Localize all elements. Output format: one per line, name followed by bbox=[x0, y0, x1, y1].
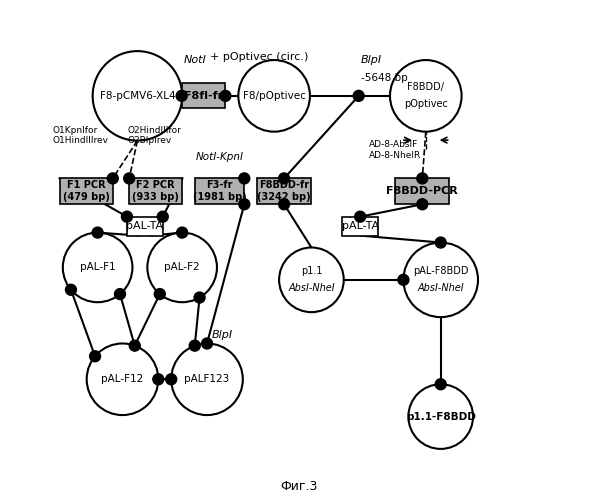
Text: pAL-F8BDD: pAL-F8BDD bbox=[413, 266, 468, 276]
Circle shape bbox=[63, 232, 132, 302]
Circle shape bbox=[279, 173, 289, 184]
Circle shape bbox=[93, 51, 182, 141]
Circle shape bbox=[398, 274, 409, 285]
Text: NotI-KpnI: NotI-KpnI bbox=[196, 152, 243, 162]
Text: (479 bp): (479 bp) bbox=[63, 192, 109, 202]
Circle shape bbox=[154, 288, 165, 300]
Text: F2 PCR: F2 PCR bbox=[136, 180, 175, 190]
Circle shape bbox=[353, 90, 364, 102]
Circle shape bbox=[129, 340, 140, 351]
FancyBboxPatch shape bbox=[395, 178, 449, 204]
FancyBboxPatch shape bbox=[182, 84, 225, 108]
Circle shape bbox=[121, 211, 132, 222]
Text: O1KpnIfor
O1HindIIIrev: O1KpnIfor O1HindIIIrev bbox=[53, 126, 109, 146]
FancyBboxPatch shape bbox=[258, 178, 311, 204]
Text: NotI: NotI bbox=[183, 55, 206, 65]
Circle shape bbox=[355, 211, 365, 222]
Circle shape bbox=[239, 173, 250, 184]
Text: pOptivec: pOptivec bbox=[404, 100, 448, 110]
Text: Фиг.3: Фиг.3 bbox=[280, 480, 318, 492]
Circle shape bbox=[176, 227, 188, 238]
Text: (1981 bp): (1981 bp) bbox=[193, 192, 246, 202]
FancyBboxPatch shape bbox=[129, 178, 182, 204]
Circle shape bbox=[202, 338, 212, 349]
Text: AbsI-NheI: AbsI-NheI bbox=[288, 284, 335, 294]
Text: F8-pCMV6-XL4: F8-pCMV6-XL4 bbox=[100, 91, 175, 101]
Text: pAL-F12: pAL-F12 bbox=[102, 374, 144, 384]
Text: F3-fr: F3-fr bbox=[206, 180, 233, 190]
Text: p1.1-F8BDD: p1.1-F8BDD bbox=[406, 412, 475, 422]
Text: F8fl-fr: F8fl-fr bbox=[184, 91, 223, 101]
Circle shape bbox=[87, 344, 158, 415]
Circle shape bbox=[166, 374, 176, 384]
Text: BlpI: BlpI bbox=[361, 55, 382, 65]
Text: BlpI: BlpI bbox=[212, 330, 233, 340]
Circle shape bbox=[220, 90, 231, 102]
Text: AbsI-NheI: AbsI-NheI bbox=[417, 284, 464, 294]
Circle shape bbox=[157, 211, 168, 222]
Text: pALF123: pALF123 bbox=[184, 374, 230, 384]
Circle shape bbox=[417, 199, 428, 209]
Circle shape bbox=[404, 242, 478, 317]
Text: pAL-F2: pAL-F2 bbox=[164, 262, 200, 272]
Circle shape bbox=[435, 237, 446, 248]
Text: F8BDD/: F8BDD/ bbox=[407, 82, 444, 92]
Circle shape bbox=[239, 199, 250, 209]
Circle shape bbox=[90, 351, 100, 362]
Text: F1 PCR: F1 PCR bbox=[67, 180, 105, 190]
Text: pAL-F1: pAL-F1 bbox=[80, 262, 115, 272]
Circle shape bbox=[66, 284, 77, 295]
Circle shape bbox=[390, 60, 462, 132]
FancyBboxPatch shape bbox=[127, 216, 163, 236]
Text: (933 bp): (933 bp) bbox=[132, 192, 179, 202]
Text: -5648 bp: -5648 bp bbox=[361, 73, 408, 83]
Circle shape bbox=[92, 227, 103, 238]
Circle shape bbox=[107, 173, 118, 184]
Text: F8BDD-fr: F8BDD-fr bbox=[259, 180, 309, 190]
Circle shape bbox=[417, 173, 428, 184]
Circle shape bbox=[408, 384, 473, 449]
Circle shape bbox=[239, 60, 310, 132]
FancyBboxPatch shape bbox=[60, 178, 113, 204]
Text: O2HindIIIfor
O2BlpIrev: O2HindIIIfor O2BlpIrev bbox=[127, 126, 181, 146]
FancyBboxPatch shape bbox=[194, 178, 245, 204]
Circle shape bbox=[115, 288, 126, 300]
Circle shape bbox=[171, 344, 243, 415]
Text: p1.1: p1.1 bbox=[301, 266, 322, 276]
Text: + pOptivec (circ.): + pOptivec (circ.) bbox=[210, 52, 309, 62]
Circle shape bbox=[279, 248, 344, 312]
Circle shape bbox=[194, 292, 205, 303]
Text: (3242 bp): (3242 bp) bbox=[257, 192, 311, 202]
Circle shape bbox=[147, 232, 217, 302]
Circle shape bbox=[153, 374, 164, 384]
FancyBboxPatch shape bbox=[342, 216, 378, 236]
Text: F8/pOptivec: F8/pOptivec bbox=[243, 91, 306, 101]
Text: F8BDD-PCR: F8BDD-PCR bbox=[386, 186, 458, 196]
Text: pAL-TA: pAL-TA bbox=[341, 221, 379, 231]
Circle shape bbox=[279, 199, 289, 209]
Circle shape bbox=[435, 379, 446, 390]
Text: AD-8-AbsIF
AD-8-NheIR: AD-8-AbsIF AD-8-NheIR bbox=[368, 140, 421, 160]
Circle shape bbox=[124, 173, 135, 184]
Text: pAL-TA: pAL-TA bbox=[126, 221, 163, 231]
Circle shape bbox=[176, 90, 187, 102]
Circle shape bbox=[190, 340, 200, 351]
